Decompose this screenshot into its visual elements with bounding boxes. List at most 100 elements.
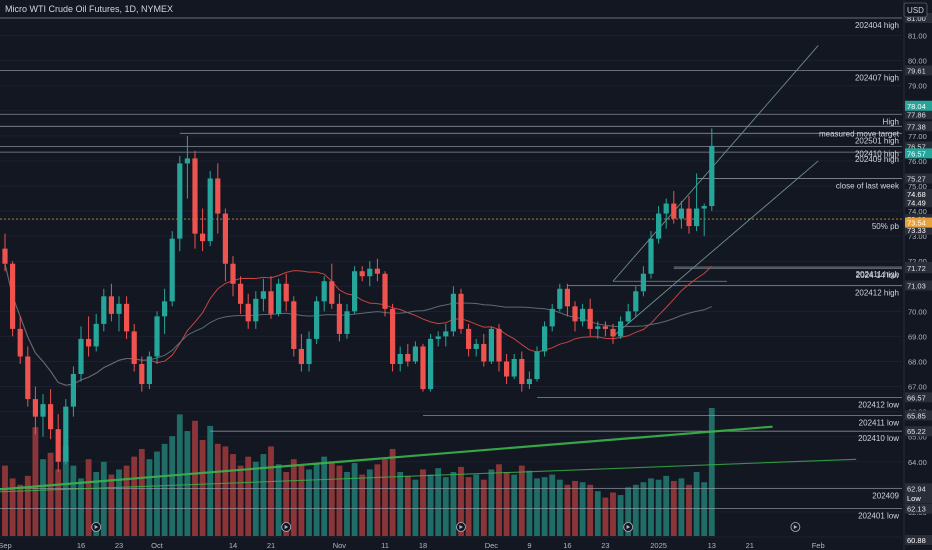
volume-bar [24,475,31,536]
candle-body [678,208,684,219]
axis-price-badge: 73.54 [905,217,932,228]
candle [116,296,122,332]
candle-body [587,308,593,329]
candle [656,206,662,244]
volume-bar [420,469,426,536]
chart-title: Micro WTI Crude Oil Futures, 1D, NYMEX [5,4,173,14]
candle [283,273,289,312]
volume-bar [686,484,692,536]
candle [435,331,441,347]
candle-body [48,404,54,430]
candle [466,323,472,357]
moving-average-line [4,263,712,386]
volume-bar [62,446,69,536]
axis-price-badge: 74.68 [905,189,932,200]
level-label: 202412 high [855,289,899,298]
badge-bg [905,392,932,403]
level-label: 202404 high [855,21,899,30]
candle [177,155,183,252]
candle [48,389,54,440]
candle-body [154,316,160,357]
candle-body [534,351,540,380]
badge-bg [905,535,932,545]
candle [139,356,145,392]
badge-text: 76.57 [907,143,926,152]
y-tick-label: 65.00 [908,433,927,442]
volume-bar [146,459,153,536]
candle-body [420,346,426,390]
volume-bar [655,479,662,536]
axis-level-badge: 77.38 [905,121,932,132]
volume-bar [503,472,510,536]
badge-bg [905,503,932,514]
level-label: 202409 [872,491,899,500]
badge-text: 79.61 [907,66,926,75]
volume-bar [465,477,472,536]
currency-label: USD [907,6,924,15]
candle [564,283,570,317]
level-label: 50% pb [872,222,900,231]
candle [253,291,259,329]
candle-body [602,326,608,329]
candle [450,286,456,337]
badge-bg [905,65,932,76]
candle-body [78,338,84,375]
candle [2,233,8,272]
candle-body [466,328,472,349]
candle [663,198,669,229]
candle [374,258,380,282]
volume-bar [252,461,259,536]
candle [344,303,350,339]
candle-body [86,338,92,347]
candle [420,343,426,392]
candle [10,261,16,337]
y-tick-label: 67.00 [908,383,927,392]
axis-level-badge: 79.61 [905,65,932,76]
candle-body [428,338,434,390]
volume-bar [663,475,670,536]
volume-bar [78,478,84,536]
level-label: 202410 high [855,150,899,159]
candle [291,296,297,357]
badge-text: 74.68 [907,190,926,199]
volume-bar [640,482,647,536]
volume-bar [214,443,221,536]
candle [276,278,282,317]
candle-body [108,296,114,314]
badge-text: 74.49 [907,198,926,207]
axis-price-badge: 78.04 [905,100,932,111]
replay-icon-arrow [284,525,289,529]
candle [86,316,92,357]
candle [519,351,525,392]
currency-button[interactable]: USD [903,2,928,18]
candle [648,231,654,279]
volume-bar [321,456,328,536]
badge-text: 65.22 [907,427,926,436]
candle-body [701,206,707,209]
candle-body [306,338,312,364]
candle [184,135,190,199]
candle [162,288,168,334]
candle-body [663,203,669,214]
y-tick-label: 73.00 [908,232,927,241]
volume-bar [708,408,715,536]
x-tick-label: 13 [708,541,716,550]
candle [542,321,548,357]
candle [55,414,61,472]
candle [146,351,152,390]
candle-body [671,203,677,219]
volume-bar [245,456,252,536]
candle-body [504,361,510,377]
volume-bar [397,472,404,536]
candle [17,316,23,364]
x-tick-label: Feb [812,541,825,550]
badge-text: 65.85 [907,411,926,420]
replay-icon [456,522,466,532]
grid-lines [0,35,902,538]
candle-body [298,348,304,364]
candle-body [336,303,342,334]
volume-bar [617,495,624,536]
axis-level-badge: 62.13 [905,503,932,514]
level-label: 2024 14 low [856,271,899,280]
